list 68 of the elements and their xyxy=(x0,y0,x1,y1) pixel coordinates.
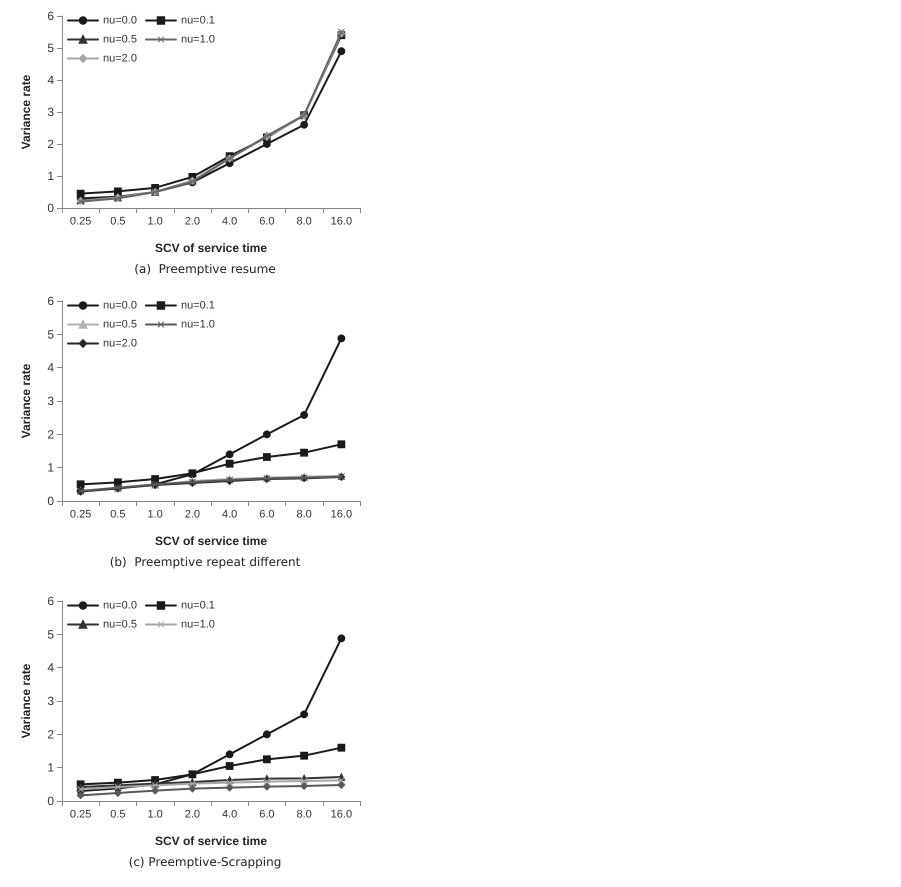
legend-label: nu=1.0 xyxy=(180,318,215,330)
y-tick-label: 4 xyxy=(47,360,54,375)
legend-label: nu=0.1 xyxy=(180,600,215,612)
x-tick-label: 0.5 xyxy=(110,216,126,228)
y-tick-label: 3 xyxy=(47,694,54,708)
x-tick-label: 1.0 xyxy=(147,808,163,820)
y-tick-label: 3 xyxy=(47,105,54,119)
text: (a) Preemptive resume xyxy=(134,262,276,276)
x-tick-label: 8.0 xyxy=(296,808,312,820)
legend-label: nu=0.0 xyxy=(103,600,137,612)
x-tick-label: 8.0 xyxy=(296,216,312,228)
legend-label: nu=1.0 xyxy=(180,618,215,630)
y-tick-label: 1 xyxy=(47,460,54,475)
y-tick-label: 3 xyxy=(47,394,54,408)
y-tick-label: 1 xyxy=(47,169,54,183)
x-tick-label: 6.0 xyxy=(259,808,275,820)
legend-label: nu=0.5 xyxy=(103,34,137,46)
y-tick-label: 2 xyxy=(47,727,54,742)
y-tick-label: 6 xyxy=(47,9,54,23)
y-tick-label: 0 xyxy=(47,794,54,808)
y-tick-label: 2 xyxy=(47,137,54,151)
legend-label: nu=0.1 xyxy=(180,300,215,312)
x-tick-label: 1.0 xyxy=(147,216,163,228)
x-tick-label: 0.25 xyxy=(70,216,92,228)
y-tick-label: 6 xyxy=(47,294,54,308)
x-axis-title: SCV of service time xyxy=(154,241,268,255)
x-tick-label: 0.5 xyxy=(110,508,126,520)
x-tick-label: 4.0 xyxy=(222,808,238,820)
x-tick-label: 2.0 xyxy=(184,808,200,820)
y-tick-label: 5 xyxy=(47,41,54,55)
y-tick-label: 0 xyxy=(47,201,54,215)
y-tick-label: 6 xyxy=(47,594,54,608)
y-tick-label: 0 xyxy=(47,494,54,508)
x-tick-label: 0.5 xyxy=(110,808,126,820)
x-tick-label: 4.0 xyxy=(222,216,238,228)
y-axis-title: Variance rate xyxy=(19,363,33,438)
x-tick-label: 16.0 xyxy=(330,216,352,228)
x-tick-label: 0.25 xyxy=(70,508,92,520)
x-tick-label: 2.0 xyxy=(184,216,200,228)
x-tick-label: 2.0 xyxy=(184,508,200,520)
y-tick-label: 1 xyxy=(47,760,54,775)
legend-label: nu=0.0 xyxy=(103,14,137,26)
text: (b) Preemptive repeat different xyxy=(110,555,301,569)
legend-label: nu=2.0 xyxy=(103,338,137,350)
x-tick-label: 6.0 xyxy=(259,508,275,520)
x-tick-label: 0.25 xyxy=(70,808,92,820)
x-tick-label: 16.0 xyxy=(330,508,352,520)
legend-label: nu=0.5 xyxy=(103,318,137,330)
y-axis-title: Variance rate xyxy=(19,74,33,150)
x-tick-label: 1.0 xyxy=(147,508,163,520)
legend-label: nu=0.1 xyxy=(180,14,215,26)
y-tick-label: 5 xyxy=(47,327,54,342)
y-tick-label: 4 xyxy=(47,660,54,675)
y-axis-title: Variance rate xyxy=(19,663,33,738)
y-tick-label: 5 xyxy=(47,627,54,642)
x-axis-title: SCV of service time xyxy=(154,834,268,848)
legend-label: nu=2.0 xyxy=(103,52,137,64)
x-tick-label: 6.0 xyxy=(259,216,275,228)
y-tick-label: 2 xyxy=(47,427,54,442)
y-tick-label: 4 xyxy=(47,73,54,87)
x-axis-title: SCV of service time xyxy=(154,534,268,548)
legend-label: nu=0.0 xyxy=(103,300,137,312)
text: (c) Preemptive-Scrapping xyxy=(128,855,282,869)
x-tick-label: 16.0 xyxy=(330,808,352,820)
legend-label: nu=0.5 xyxy=(103,618,137,630)
legend-label: nu=1.0 xyxy=(180,34,215,46)
x-tick-label: 4.0 xyxy=(222,508,238,520)
x-tick-label: 8.0 xyxy=(296,508,312,520)
